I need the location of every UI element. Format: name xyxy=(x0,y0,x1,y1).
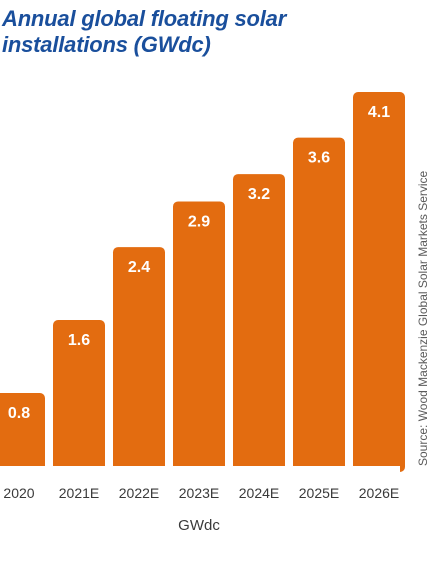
x-tick-2023E: 2023E xyxy=(179,485,219,501)
value-label-2020: 0.8 xyxy=(8,405,30,422)
value-label-2023E: 2.9 xyxy=(188,213,210,230)
value-labels-group: 0.8 1.6 2.4 2.9 3.2 3.6 4.1 xyxy=(8,104,390,422)
bar-2024E xyxy=(233,174,285,472)
bar-2021E xyxy=(53,320,105,472)
value-label-2026E: 4.1 xyxy=(368,104,390,121)
x-tick-2025E: 2025E xyxy=(299,485,339,501)
x-tick-labels-group: 2020 2021E 2022E 2023E 2024E 2025E 2026E xyxy=(3,485,399,501)
x-tick-2021E: 2021E xyxy=(59,485,99,501)
x-tick-2022E: 2022E xyxy=(119,485,159,501)
x-tick-2020: 2020 xyxy=(3,485,34,501)
value-label-2024E: 3.2 xyxy=(248,186,270,203)
baseline-mask xyxy=(0,466,400,474)
value-label-2022E: 2.4 xyxy=(128,259,150,276)
x-axis-label: GWdc xyxy=(178,517,220,534)
bar-2020 xyxy=(0,393,45,472)
bar-2026E xyxy=(353,92,405,472)
x-tick-2024E: 2024E xyxy=(239,485,279,501)
bar-2025E xyxy=(293,137,345,473)
bars-group xyxy=(0,92,405,474)
value-label-2025E: 3.6 xyxy=(308,150,330,167)
chart-title: Annual global floating solar installatio… xyxy=(2,6,287,57)
x-tick-2026E: 2026E xyxy=(359,485,399,501)
value-label-2021E: 1.6 xyxy=(68,332,90,349)
bar-2022E xyxy=(113,247,165,472)
source-note: Source: Wood Mackenzie Global Solar Mark… xyxy=(416,170,430,466)
bar-2023E xyxy=(173,201,225,472)
